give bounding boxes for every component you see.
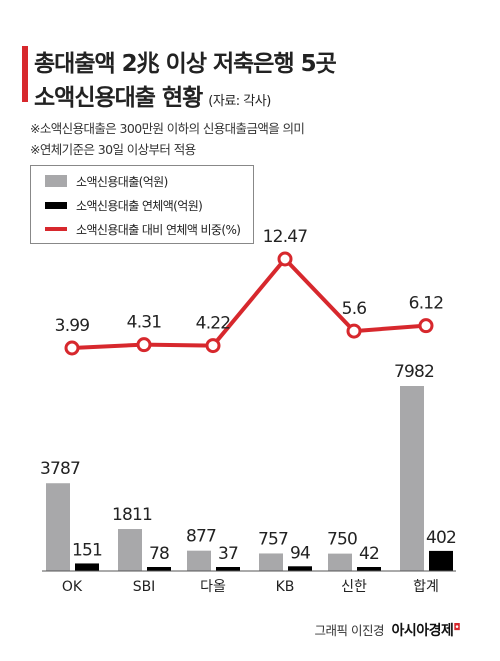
ratio-value-label: 5.6 [342, 299, 367, 319]
brand-logo: 아시아경제 [391, 623, 454, 639]
legend-swatch-gray [45, 175, 67, 187]
delinquency-bar [357, 567, 381, 571]
ratio-point [346, 323, 362, 339]
delinquency-value-label: 42 [359, 544, 379, 564]
loan-bar [328, 553, 352, 571]
chart-title-line2: 소액신용대출 현황 (자료: 각사) [34, 78, 271, 112]
loan-value-label: 3787 [40, 459, 80, 479]
ratio-point [418, 318, 434, 334]
legend-item-ratio: 소액신용대출 대비 연체액 비중(%) [31, 220, 241, 238]
ratio-value-label: 12.47 [263, 227, 308, 247]
loan-value-label: 1811 [112, 505, 152, 525]
legend: 소액신용대출(억원) 소액신용대출 연체액(억원) 소액신용대출 대비 연체액 … [30, 165, 254, 244]
delinquency-bar [429, 550, 453, 571]
chart-subtitle: 소액신용대출 현황 [34, 85, 203, 111]
legend-label-delinquency: 소액신용대출 연체액(억원) [76, 198, 203, 213]
legend-label-ratio: 소액신용대출 대비 연체액 비중(%) [76, 222, 241, 237]
category-label: 신한 [341, 579, 367, 595]
ratio-line [71, 257, 427, 350]
loan-bar [187, 550, 211, 571]
loan-value-label: 7982 [394, 362, 434, 382]
title-accent-bar [22, 46, 28, 102]
ratio-point [277, 251, 293, 267]
category-label: 합계 [413, 579, 439, 595]
brand-mark-icon: ◘ [453, 622, 460, 633]
footnote-delinquency: ※연체기준은 30일 이상부터 적용 [30, 142, 196, 157]
footer-credit: 그래픽 이진경 아시아경제◘ [315, 620, 461, 640]
delinquency-value-label: 37 [218, 544, 238, 564]
loan-value-label: 757 [258, 529, 288, 549]
category-label: 다올 [200, 579, 226, 595]
loan-value-label: 750 [327, 530, 357, 550]
legend-swatch-red [45, 227, 67, 231]
loan-bar [400, 386, 424, 571]
loan-bar [259, 553, 283, 571]
category-label: OK [62, 579, 83, 595]
footnote-definition: ※소액신용대출은 300만원 이하의 신용대출금액을 의미 [30, 121, 305, 136]
delinquency-bar [147, 567, 171, 571]
delinquency-bar [75, 563, 99, 571]
chart-title: 총대출액 2兆 이상 저축은행 5곳 [34, 51, 337, 77]
ratio-value-label: 4.22 [196, 314, 231, 334]
ratio-value-label: 6.12 [409, 294, 444, 314]
ratio-value-label: 3.99 [55, 316, 90, 336]
delinquency-value-label: 94 [290, 543, 310, 563]
ratio-point [136, 337, 152, 353]
ratio-value-label: 4.31 [127, 313, 162, 333]
loan-bar [46, 483, 70, 571]
source-label: (자료: 각사) [208, 94, 271, 109]
loan-value-label: 877 [186, 527, 216, 547]
loan-bar [118, 529, 142, 571]
delinquency-value-label: 78 [149, 544, 169, 564]
ratio-point [205, 338, 221, 354]
category-label: KB [276, 579, 295, 595]
legend-item-delinquency: 소액신용대출 연체액(억원) [31, 196, 203, 214]
legend-item-loans: 소액신용대출(억원) [31, 172, 168, 190]
delinquency-value-label: 402 [426, 528, 456, 548]
category-label: SBI [133, 579, 156, 595]
delinquency-value-label: 151 [72, 540, 102, 560]
graphic-credit: 그래픽 이진경 [314, 623, 385, 638]
legend-label-loans: 소액신용대출(억원) [76, 174, 168, 189]
ratio-point [64, 340, 80, 356]
delinquency-bar [216, 567, 240, 571]
delinquency-bar [288, 566, 312, 571]
legend-swatch-black [45, 201, 67, 209]
